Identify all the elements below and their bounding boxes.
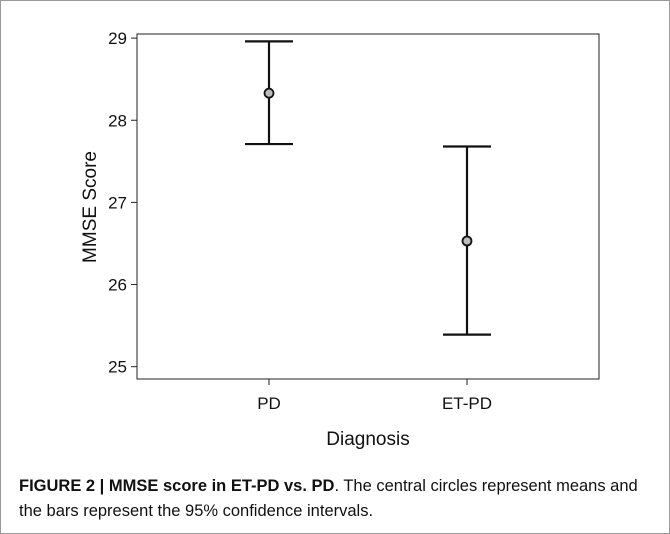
error-bar-chart: 25 26 27 28 29 PD ET-PD MMSE Score Diagnosis <box>80 29 600 450</box>
error-bar-et-pd <box>443 145 491 336</box>
y-tick-label: 28 <box>108 111 127 130</box>
plot-frame <box>136 33 600 380</box>
figure-caption: FIGURE 2 | MMSE score in ET-PD vs. PD. T… <box>19 474 649 524</box>
x-tick-label: PD <box>257 394 281 413</box>
y-tick-label: 29 <box>108 29 127 48</box>
x-axis-label: Diagnosis <box>326 429 409 450</box>
caption-text: . The central circles represent means an… <box>19 477 638 520</box>
y-tick-label: 27 <box>108 193 127 212</box>
caption-lead: FIGURE 2 | MMSE score in ET-PD vs. PD <box>19 477 335 495</box>
error-bars <box>245 40 491 336</box>
y-axis-label: MMSE Score <box>80 151 101 263</box>
error-bar-pd <box>245 40 293 146</box>
chart-area: 25 26 27 28 29 PD ET-PD MMSE Score Diagnosis <box>1 1 669 461</box>
y-tick-label: 26 <box>108 276 127 295</box>
mean-point <box>263 87 275 99</box>
x-tick-label: ET-PD <box>442 394 492 413</box>
y-tick-label: 25 <box>108 358 127 377</box>
y-axis: 25 26 27 28 29 <box>108 29 137 377</box>
mean-point <box>461 235 473 247</box>
x-axis: PD ET-PD <box>257 379 492 413</box>
